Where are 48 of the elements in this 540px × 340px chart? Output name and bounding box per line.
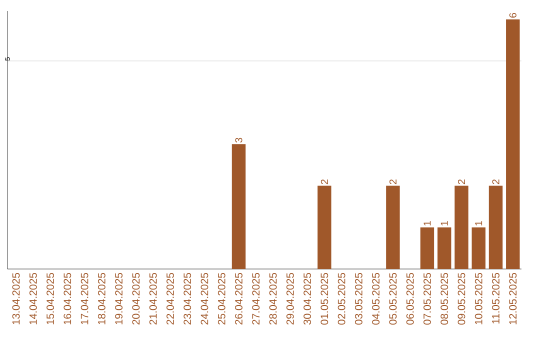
bar <box>472 227 486 269</box>
data-label: 2 <box>492 180 500 184</box>
data-label: 3 <box>235 138 242 143</box>
x-tick-label: 16.04.2025 <box>64 272 72 324</box>
x-tick-label: 08.05.2025 <box>440 272 448 325</box>
x-tick-label: 02.05.2025 <box>338 272 346 325</box>
x-tick-label: 29.04.2025 <box>286 272 294 325</box>
bar <box>454 186 468 269</box>
x-tick-label: 19.04.2025 <box>115 272 123 324</box>
x-tick-label: 06.05.2025 <box>406 272 414 325</box>
x-tick-label: 27.04.2025 <box>252 272 260 325</box>
x-tick-label: 12.05.2025 <box>509 272 517 324</box>
bar <box>437 227 452 269</box>
x-tick-label: 30.04.2025 <box>304 272 311 325</box>
x-tick-label: 21.04.2025 <box>149 272 157 325</box>
x-tick-label: 07.05.2025 <box>423 272 431 325</box>
bar <box>386 186 400 269</box>
data-label: 6 <box>509 13 516 18</box>
x-tick-label: 24.04.2025 <box>200 272 208 325</box>
x-tick-label: 18.04.2025 <box>98 272 106 324</box>
bar <box>232 144 246 269</box>
x-tick-label: 03.05.2025 <box>354 272 362 325</box>
bar <box>420 227 434 269</box>
x-tick-label: 11.05.2025 <box>492 272 500 324</box>
bar <box>488 186 503 269</box>
x-tick-label: 14.04.2025 <box>29 272 37 324</box>
data-label: 2 <box>458 180 465 184</box>
x-tick-label: 10.05.2025 <box>474 272 482 324</box>
x-tick-label: 26.04.2025 <box>235 272 242 325</box>
x-tick-label: 01.05.2025 <box>320 272 328 325</box>
bar <box>318 186 332 269</box>
x-tick-label: 13.04.2025 <box>12 272 20 324</box>
x-tick-label: 22.04.2025 <box>166 272 174 325</box>
x-tick-label: 25.04.2025 <box>218 272 226 325</box>
data-label: 1 <box>475 221 482 226</box>
x-tick-label: 20.04.2025 <box>132 272 140 325</box>
data-label: 2 <box>320 180 328 184</box>
x-tick-label: 17.04.2025 <box>80 272 88 324</box>
x-tick-label: 04.05.2025 <box>372 272 380 325</box>
data-label: 1 <box>424 221 431 226</box>
bar <box>506 19 520 269</box>
data-label: 2 <box>389 180 396 184</box>
x-tick-label: 09.05.2025 <box>458 272 466 325</box>
x-tick-label: 05.05.2025 <box>389 272 397 325</box>
x-tick-label: 23.04.2025 <box>184 272 192 325</box>
x-tick-label: 15.04.2025 <box>46 272 54 324</box>
data-label: 1 <box>440 221 448 226</box>
x-tick-label: 28.04.2025 <box>269 272 277 325</box>
